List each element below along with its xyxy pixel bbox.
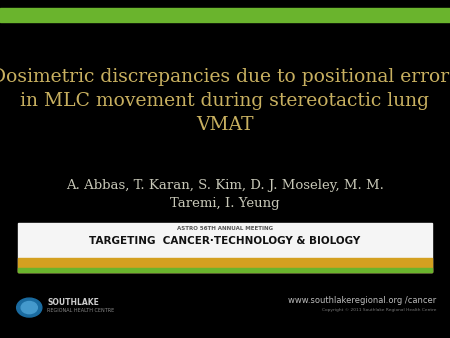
Text: TARGETING  CANCER·TECHNOLOGY & BIOLOGY: TARGETING CANCER·TECHNOLOGY & BIOLOGY — [90, 236, 360, 246]
Text: SOUTHLAKE: SOUTHLAKE — [47, 298, 99, 307]
Text: Dosimetric discrepancies due to positional errors
in MLC movement during stereot: Dosimetric discrepancies due to position… — [0, 68, 450, 134]
Bar — [18, 268, 432, 272]
Text: www.southlakeregional.org /cancer: www.southlakeregional.org /cancer — [288, 296, 436, 305]
Bar — [0, 8, 450, 22]
Bar — [18, 258, 432, 272]
Text: A. Abbas, T. Karan, S. Kim, D. J. Moseley, M. M.
Taremi, I. Yeung: A. Abbas, T. Karan, S. Kim, D. J. Mosele… — [66, 179, 384, 210]
Circle shape — [17, 298, 42, 317]
Bar — [18, 223, 432, 272]
Text: ASTRO 56TH ANNUAL MEETING: ASTRO 56TH ANNUAL MEETING — [177, 226, 273, 231]
Text: Copyright © 2011 Southlake Regional Health Centre: Copyright © 2011 Southlake Regional Heal… — [322, 308, 436, 312]
Text: REGIONAL HEALTH CENTRE: REGIONAL HEALTH CENTRE — [47, 309, 114, 313]
Circle shape — [21, 301, 37, 314]
